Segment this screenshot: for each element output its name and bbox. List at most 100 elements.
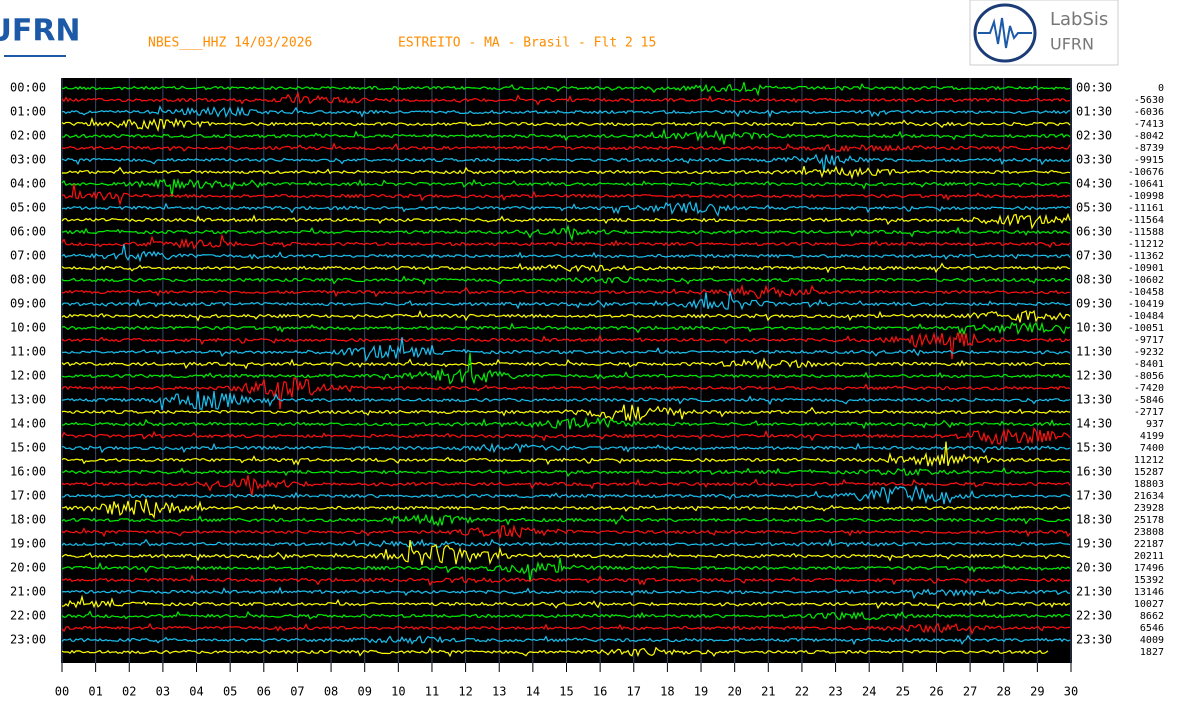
offset-label: -11362 [1128, 251, 1164, 262]
x-tick-label: 23 [828, 685, 842, 699]
trace [61, 416, 1071, 430]
right-time-label: 17:30 [1076, 489, 1112, 503]
trace [61, 594, 1071, 610]
station-title: NBES___HHZ 14/03/2026 [148, 36, 312, 51]
offset-label: -9915 [1134, 155, 1164, 166]
trace [61, 426, 1071, 446]
trace [61, 646, 1049, 658]
left-time-label: 17:00 [10, 489, 46, 503]
right-time-label: 11:30 [1076, 345, 1112, 359]
right-time-label: 06:30 [1076, 225, 1112, 239]
left-time-label: 19:00 [10, 537, 46, 551]
left-time-label: 01:00 [10, 105, 46, 119]
x-tick-label: 13 [492, 685, 506, 699]
trace [61, 404, 1071, 422]
right-time-label: 21:30 [1076, 585, 1112, 599]
offset-label: -10641 [1128, 179, 1164, 190]
left-time-label: 03:00 [10, 153, 46, 167]
trace [61, 233, 1071, 250]
left-time-label: 13:00 [10, 393, 46, 407]
right-time-label: 08:30 [1076, 273, 1112, 287]
trace [61, 466, 1071, 478]
trace [61, 574, 1071, 587]
offset-label: -11564 [1128, 215, 1164, 226]
offset-label: 25178 [1134, 515, 1164, 526]
x-tick-label: 12 [458, 685, 472, 699]
right-time-label: 22:30 [1076, 609, 1112, 623]
trace [61, 352, 1071, 385]
trace [61, 165, 1071, 180]
left-time-label: 16:00 [10, 465, 46, 479]
offset-label: -10051 [1128, 323, 1164, 334]
left-time-label: 22:00 [10, 609, 46, 623]
offset-label: 8662 [1140, 611, 1164, 622]
right-time-label: 12:30 [1076, 369, 1112, 383]
x-tick-label: 15 [559, 685, 573, 699]
trace [61, 177, 1071, 197]
left-time-label: 10:00 [10, 321, 46, 335]
x-tick-label: 05 [223, 685, 237, 699]
right-time-label: 10:30 [1076, 321, 1112, 335]
trace [61, 262, 1071, 274]
right-time-label: 20:30 [1076, 561, 1112, 575]
trace [61, 634, 1071, 646]
left-time-label: 07:00 [10, 249, 46, 263]
right-time-label: 23:30 [1076, 633, 1112, 647]
trace [61, 290, 1071, 311]
left-time-label: 21:00 [10, 585, 46, 599]
left-time-label: 05:00 [10, 201, 46, 215]
x-tick-label: 04 [189, 685, 203, 699]
x-tick-label: 29 [1030, 685, 1044, 699]
left-time-label: 12:00 [10, 369, 46, 383]
left-time-label: 08:00 [10, 273, 46, 287]
offset-label: 11212 [1134, 455, 1164, 466]
x-tick-label: 30 [1064, 685, 1078, 699]
offset-label: 13146 [1134, 587, 1164, 598]
trace [61, 390, 1071, 411]
trace [61, 183, 1071, 207]
logo-labsis: LabSis UFRN [969, 0, 1119, 66]
offset-label: -7420 [1134, 383, 1164, 394]
trace [61, 442, 1071, 454]
offset-label: -10602 [1128, 275, 1164, 286]
offset-label: -10676 [1128, 167, 1164, 178]
right-time-label: 07:30 [1076, 249, 1112, 263]
offset-label: -8739 [1134, 143, 1164, 154]
x-tick-label: 09 [357, 685, 371, 699]
left-time-label: 14:00 [10, 417, 46, 431]
trace [61, 557, 1071, 582]
trace [61, 212, 1071, 230]
offset-label: -8401 [1134, 359, 1164, 370]
trace [61, 104, 1071, 119]
offset-label: -6036 [1134, 107, 1164, 118]
x-tick-label: 21 [761, 685, 775, 699]
trace [61, 484, 1071, 505]
offset-label: 18803 [1134, 479, 1164, 490]
trace [61, 475, 1071, 496]
offset-label: 10027 [1134, 599, 1164, 610]
x-tick-label: 24 [862, 685, 876, 699]
left-time-label: 11:00 [10, 345, 46, 359]
trace [61, 498, 1071, 520]
offset-label: 7400 [1140, 443, 1164, 454]
offset-label: 20211 [1134, 551, 1164, 562]
x-tick-label: 14 [526, 685, 540, 699]
offset-label: -7413 [1134, 119, 1164, 130]
x-tick-label: 11 [425, 685, 439, 699]
trace [61, 377, 1071, 410]
right-time-label: 16:30 [1076, 465, 1112, 479]
offset-label: -8042 [1134, 131, 1164, 142]
trace [61, 200, 1071, 218]
right-time-label: 00:30 [1076, 81, 1112, 95]
offset-label: 937 [1146, 419, 1164, 430]
x-tick-label: 17 [627, 685, 641, 699]
trace [61, 610, 1071, 621]
x-tick-label: 02 [122, 685, 136, 699]
left-time-label: 06:00 [10, 225, 46, 239]
offset-label: 15287 [1134, 467, 1164, 478]
logo-text: UFRN [0, 14, 81, 49]
x-tick-label: 26 [929, 685, 943, 699]
offset-label: 4199 [1140, 431, 1164, 442]
left-time-label: 00:00 [10, 81, 46, 95]
